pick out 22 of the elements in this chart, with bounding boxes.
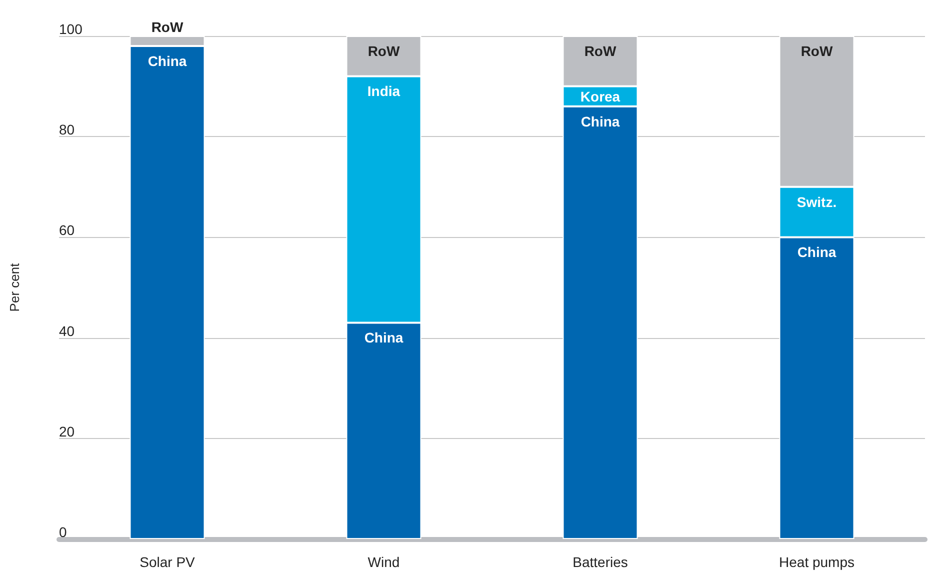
x-tick-label: Solar PV [140,554,196,570]
data-label: RoW [368,43,400,59]
y-tick-label: 100 [59,21,83,37]
x-tick-label: Wind [368,554,400,570]
y-tick-label: 80 [59,122,75,138]
data-label: RoW [800,43,834,59]
data-label: RoW [151,19,184,35]
y-tick-label: 0 [59,524,67,540]
y-tick-label: 40 [59,322,75,339]
data-label: China [797,244,836,260]
y-axis-title: Per cent [7,262,22,312]
data-label: China [580,113,620,130]
y-tick-label: 60 [59,222,75,238]
data-label: RoW [584,43,617,59]
x-tick-label: Batteries [572,554,628,570]
data-label: China [364,330,404,346]
data-label: China [148,53,187,70]
y-tick-label: 20 [59,423,75,440]
x-tick-label: Heat pumps [779,554,854,570]
data-label: Switz. [796,194,837,210]
data-label: Korea [580,88,620,104]
data-label: India [367,83,400,100]
